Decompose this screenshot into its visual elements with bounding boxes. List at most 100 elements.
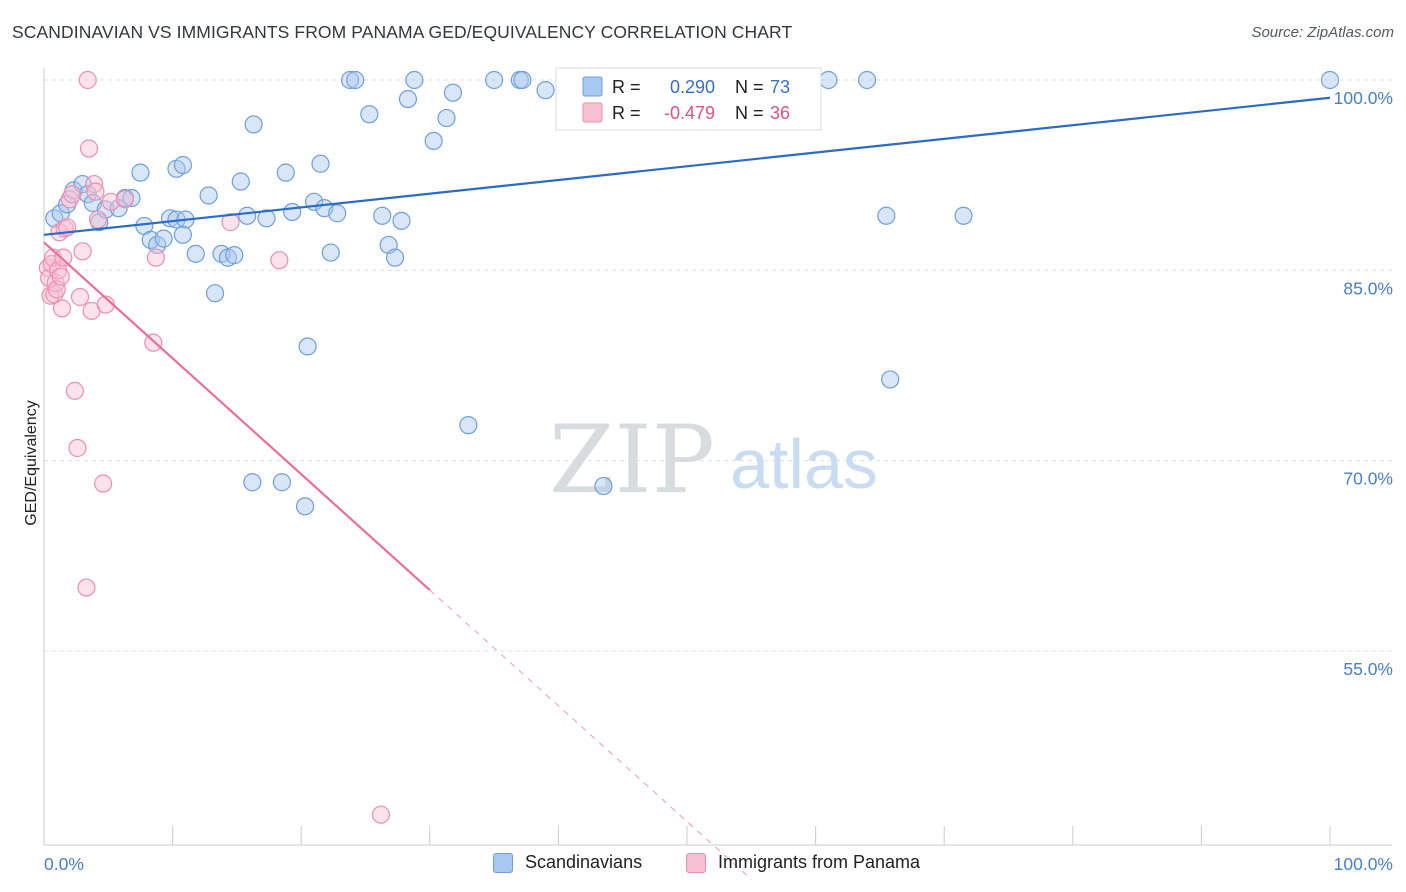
legend-swatch-scandinavians bbox=[493, 852, 513, 873]
scandinavian-point-46 bbox=[385, 248, 405, 267]
scandinavian-point-52 bbox=[443, 83, 463, 102]
scandinavian-point-35 bbox=[298, 337, 317, 356]
panama-point-10 bbox=[51, 267, 70, 286]
panama-point-25 bbox=[85, 174, 104, 194]
legend-swatch-panama bbox=[686, 852, 706, 873]
panama-point-21 bbox=[77, 578, 96, 597]
scandinavian-point-65 bbox=[857, 70, 877, 90]
scandinavian-point-20 bbox=[173, 155, 192, 175]
scandinavian-point-44 bbox=[373, 206, 392, 225]
watermark: ZIP atlas bbox=[549, 406, 878, 515]
legend-r-label-1: R = bbox=[612, 77, 641, 97]
scandinavian-point-54 bbox=[485, 70, 504, 90]
tick-labels: 100.0% 85.0% 70.0% 55.0% 0.0% 100.0% bbox=[44, 88, 1393, 874]
scandinavian-point-43 bbox=[360, 105, 379, 124]
scandinavian-point-16 bbox=[154, 229, 173, 248]
panama-point-35 bbox=[270, 251, 289, 270]
scandinavian-point-29 bbox=[231, 172, 250, 191]
panama-point-27 bbox=[88, 210, 108, 229]
legend-item-scandinavians: Scandinavians bbox=[493, 852, 642, 873]
legend-r-value-2: -0.479 bbox=[664, 103, 715, 123]
scandinavian-point-39 bbox=[321, 243, 340, 262]
scandinavian-point-68 bbox=[954, 206, 973, 225]
legend-r-label-2: R = bbox=[612, 103, 641, 123]
panama-point-30 bbox=[101, 192, 120, 211]
scandinavian-point-48 bbox=[398, 89, 418, 109]
scandinavian-point-49 bbox=[405, 70, 424, 90]
scandinavian-point-67 bbox=[881, 370, 900, 389]
panama-point-16 bbox=[63, 185, 82, 204]
x-tick-label-1: 100.0% bbox=[1334, 854, 1393, 874]
y-axis-label: GED/Equivalency bbox=[23, 400, 40, 525]
scandinavian-point-23 bbox=[186, 244, 205, 263]
panama-point-19 bbox=[70, 287, 90, 307]
grid-lines bbox=[44, 79, 1392, 652]
scandinavian-point-66 bbox=[877, 206, 896, 225]
y-tick-label-2: 70.0% bbox=[1343, 469, 1393, 489]
scandinavian-point-72 bbox=[295, 497, 315, 516]
scandinavian-point-22 bbox=[173, 225, 192, 244]
source-label: Source: ZipAtlas.com bbox=[1251, 24, 1394, 41]
trend-line-panama-extension bbox=[429, 589, 752, 880]
scandinavian-point-12 bbox=[131, 163, 150, 182]
panama-point-31 bbox=[115, 190, 135, 209]
legend-item-panama: Immigrants from Panama bbox=[686, 852, 920, 873]
panama-point-33 bbox=[146, 248, 165, 267]
scandinavian-point-47 bbox=[392, 211, 411, 230]
panama-point-15 bbox=[60, 190, 79, 209]
legend-n-label-2: N = bbox=[735, 103, 764, 123]
watermark-atlas: atlas bbox=[730, 425, 878, 503]
scandinavian-point-41 bbox=[340, 70, 360, 90]
panama-point-26 bbox=[86, 182, 105, 201]
legend-label-panama: Immigrants from Panama bbox=[718, 852, 921, 872]
legend-swatch-pink bbox=[582, 102, 603, 123]
panama-point-28 bbox=[94, 474, 113, 493]
scandinavian-point-53 bbox=[459, 416, 478, 435]
panama-point-22 bbox=[78, 70, 97, 90]
chart-title: SCANDINAVIAN VS IMMIGRANTS FROM PANAMA G… bbox=[12, 22, 793, 42]
scandinavian-point-73 bbox=[594, 476, 613, 496]
legend-r-value-1: 0.290 bbox=[670, 77, 715, 97]
scandinavian-point-31 bbox=[244, 115, 263, 134]
y-tick-label-3: 55.0% bbox=[1343, 659, 1393, 679]
scandinavian-point-64 bbox=[819, 70, 838, 90]
scandinavian-point-34 bbox=[283, 202, 302, 222]
panama-point-34 bbox=[221, 213, 240, 232]
legend-label-scandinavians: Scandinavians bbox=[525, 852, 643, 872]
legend-n-value-1: 73 bbox=[770, 77, 790, 97]
scandinavian-point-37 bbox=[311, 154, 330, 173]
panama-point-17 bbox=[65, 381, 84, 400]
legend-swatch-blue bbox=[582, 76, 603, 97]
trend-lines bbox=[43, 96, 1331, 880]
scandinavian-point-51 bbox=[437, 108, 456, 128]
legend-box: R = 0.290 N = 73 R = -0.479 N = 36 bbox=[555, 67, 822, 131]
scandinavian-point-57 bbox=[536, 81, 555, 100]
scandinavian-point-56 bbox=[513, 70, 532, 90]
y-tick-label-1: 85.0% bbox=[1343, 278, 1393, 298]
scandinavian-point-70 bbox=[243, 473, 262, 492]
y-tick-label-0: 100.0% bbox=[1334, 88, 1393, 108]
bottom-legend: Scandinavians Immigrants from Panama bbox=[0, 852, 1406, 878]
scandinavian-point-32 bbox=[257, 209, 276, 228]
scandinavian-point-28 bbox=[225, 246, 244, 265]
scandinavian-point-24 bbox=[199, 186, 218, 205]
trend-line-panama bbox=[43, 241, 431, 591]
scandinavian-point-25 bbox=[205, 284, 225, 303]
panama-point-11 bbox=[52, 299, 72, 318]
scandinavian-point-71 bbox=[272, 473, 292, 492]
scandinavian-point-69 bbox=[1320, 70, 1340, 90]
x-tick-label-0: 0.0% bbox=[44, 854, 84, 874]
panama-point-20 bbox=[73, 242, 92, 261]
panama-point-23 bbox=[79, 139, 99, 158]
scandinavian-point-42 bbox=[346, 70, 365, 90]
panama-point-12 bbox=[54, 248, 73, 267]
panama-point-18 bbox=[68, 438, 87, 458]
axes bbox=[43, 68, 1392, 846]
trend-line-scandinavians bbox=[43, 96, 1331, 236]
scandinavian-point-33 bbox=[276, 163, 295, 182]
watermark-zip: ZIP bbox=[549, 406, 715, 515]
panama-point-36 bbox=[371, 805, 391, 824]
scandinavian-point-50 bbox=[424, 131, 443, 151]
legend-n-label-1: N = bbox=[735, 77, 764, 97]
